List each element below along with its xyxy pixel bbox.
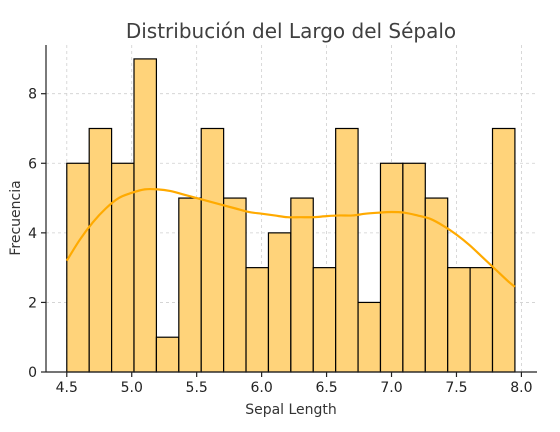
histogram-bar (424, 197, 449, 373)
histogram-bar (223, 197, 247, 373)
histogram-bar (312, 267, 337, 373)
y-tick-label: 4 (28, 226, 37, 242)
axes-layer: 4.5 5.0 5.5 6.0 6.5 7.0 7.5 8.0 0 2 4 6 8 (28, 45, 537, 396)
histogram-bar (133, 58, 158, 373)
bars-layer (66, 58, 516, 373)
x-tick-label: 5.0 (121, 380, 143, 396)
x-axis-label: Sepal Length (245, 402, 337, 418)
y-tick-label: 2 (28, 295, 37, 311)
histogram-bar (335, 127, 359, 373)
chart-title: Distribución del Largo del Sépalo (126, 19, 456, 43)
y-axis-label: Frecuencia (8, 180, 24, 255)
x-tick-label: 5.5 (186, 380, 208, 396)
histogram-bar (447, 267, 471, 373)
histogram-bar (469, 267, 494, 373)
histogram-bar (155, 336, 180, 373)
histogram-bar (491, 127, 516, 373)
x-tick-label: 7.5 (445, 380, 467, 396)
y-tick-label: 6 (28, 156, 37, 172)
x-tick-label: 6.0 (250, 380, 272, 396)
histogram-bar (88, 127, 113, 373)
x-tick-label: 8.0 (510, 380, 532, 396)
histogram-bar (357, 301, 382, 373)
kde-layer (65, 187, 516, 288)
histogram-bar (402, 162, 426, 373)
histogram-bar (200, 127, 225, 373)
histogram-bar (110, 162, 135, 373)
histogram-bar (290, 197, 314, 373)
x-tick-label: 6.5 (315, 380, 337, 396)
kde-curve (65, 187, 516, 288)
y-tick-label: 8 (28, 87, 37, 103)
histogram-bar (245, 267, 270, 373)
y-tick-label: 0 (28, 365, 37, 381)
histogram-bar (66, 162, 90, 373)
x-tick-label: 4.5 (56, 380, 78, 396)
histogram-bar (379, 162, 404, 373)
histogram-bar (178, 197, 202, 373)
histogram-bar (267, 232, 292, 373)
x-tick-label: 7.0 (380, 380, 402, 396)
